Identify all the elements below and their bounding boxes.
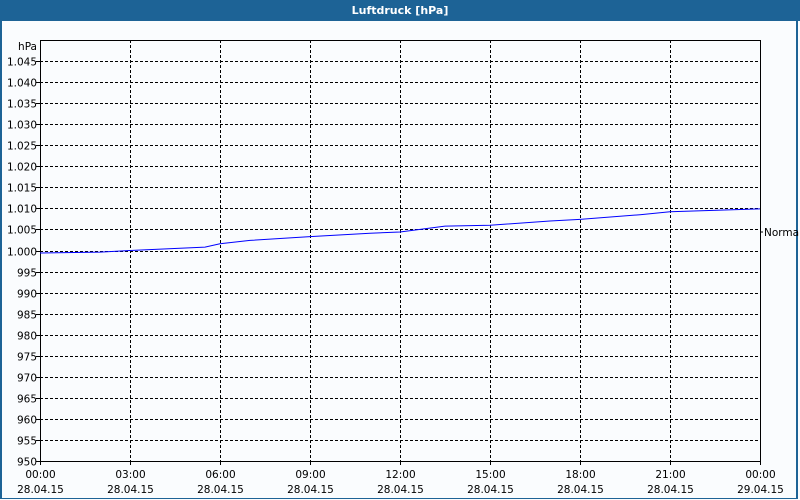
x-tick-time: 06:00 [205,469,235,481]
x-tick-date: 28.04.15 [647,484,694,496]
y-tick-label: 1.030 [7,120,37,132]
y-tick-label: 970 [17,373,37,385]
y-tick-label: 955 [17,436,37,448]
x-tick-time: 00:00 [25,469,55,481]
window-title: Luftdruck [hPa] [0,0,800,21]
x-tick-date: 28.04.15 [467,484,514,496]
y-axis-label: hPa [18,41,37,53]
y-tick-label: 990 [17,289,37,301]
x-tick-time: 18:00 [565,469,595,481]
x-tick-time: 00:00 [745,469,775,481]
y-tick-label: 1.035 [7,99,37,111]
y-tick-label: 1.040 [7,78,37,90]
y-tick-label: 1.015 [7,183,37,195]
pressure-line [39,208,761,254]
y-tick-label: 965 [17,394,37,406]
x-tick-time: 09:00 [295,469,325,481]
x-tick-date: 28.04.15 [17,484,64,496]
y-tick-label: 1.045 [7,57,37,69]
plot-border [40,40,761,462]
y-tick-label: 985 [17,310,37,322]
x-tick-time: 15:00 [475,469,505,481]
x-tick-date: 28.04.15 [557,484,604,496]
y-tick-label: 1.020 [7,162,37,174]
x-tick-date: 28.04.15 [107,484,154,496]
reference-label: Normal [764,227,800,239]
y-tick-label: 960 [17,415,37,427]
x-tick-time: 12:00 [385,469,415,481]
x-tick-date: 29.04.15 [737,484,784,496]
x-tick-date: 28.04.15 [287,484,334,496]
chart-frame [0,21,798,499]
y-tick-label: 1.000 [7,247,37,259]
x-tick-time: 03:00 [115,469,145,481]
x-tick-date: 28.04.15 [377,484,424,496]
y-tick-label: 995 [17,268,37,280]
y-tick-label: 950 [17,457,37,469]
y-tick-label: 980 [17,331,37,343]
y-tick-label: 1.010 [7,204,37,216]
x-tick-time: 21:00 [655,469,685,481]
y-tick-label: 1.025 [7,141,37,153]
x-tick-date: 28.04.15 [197,484,244,496]
y-tick-label: 1.005 [7,225,37,237]
y-tick-label: 975 [17,352,37,364]
